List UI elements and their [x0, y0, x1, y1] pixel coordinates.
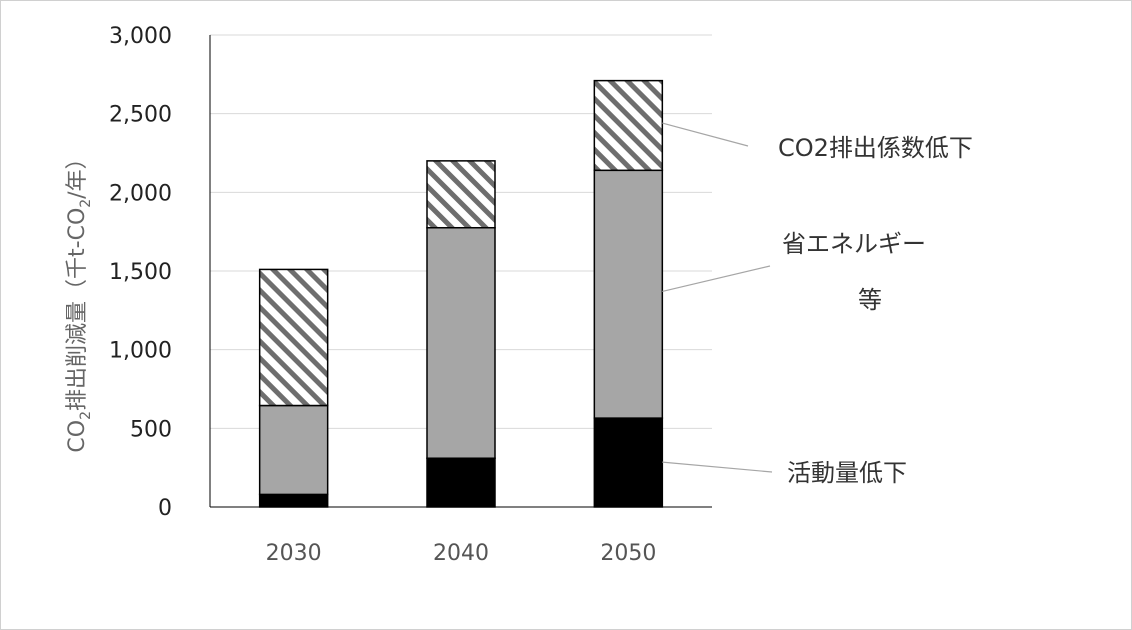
y-tick-label: 1,500 [109, 260, 172, 285]
y-tick-label: 0 [158, 496, 172, 521]
leader-line-energy-saving [662, 265, 771, 293]
y-axis-label: CO2排出削減量（千t-CO2/年） [65, 147, 94, 452]
y-tick-labels: 0 500 1,000 1,500 2,000 2,500 3,000 [109, 24, 172, 521]
bar-segment-co2-factor [426, 160, 496, 229]
bar-segment-activity [258, 493, 329, 508]
y-tick-label: 1,000 [109, 339, 172, 364]
x-tick-label: 2030 [266, 541, 322, 566]
legend-label-energy-saving-line1: 省エネルギー [782, 230, 926, 258]
y-tick-label: 2,000 [109, 181, 172, 206]
bar-segment-energy-saving [593, 169, 664, 419]
x-tick-label: 2050 [600, 541, 656, 566]
y-tick-label: 500 [130, 417, 172, 442]
bars [258, 79, 664, 508]
bar-segment-activity [426, 457, 496, 508]
bar-segment-co2-factor [258, 268, 329, 407]
bar-segment-energy-saving [426, 226, 496, 459]
legend-label-energy-saving-line2: 等 [858, 286, 882, 314]
bar-segment-co2-factor [593, 79, 664, 172]
legend-leader-lines [662, 122, 773, 473]
leader-line-co2-factor [662, 122, 749, 147]
bar-segment-energy-saving [258, 404, 329, 496]
y-tick-label: 2,500 [109, 103, 172, 128]
y-tick-label: 3,000 [109, 24, 172, 49]
bar-segment-activity [593, 417, 664, 508]
x-tick-labels: 2030 2040 2050 [266, 541, 657, 566]
leader-line-activity [662, 461, 773, 473]
legend-label-co2-factor: CO2排出係数低下 [778, 134, 973, 162]
legend-label-activity: 活動量低下 [787, 459, 907, 487]
x-tick-label: 2040 [433, 541, 489, 566]
